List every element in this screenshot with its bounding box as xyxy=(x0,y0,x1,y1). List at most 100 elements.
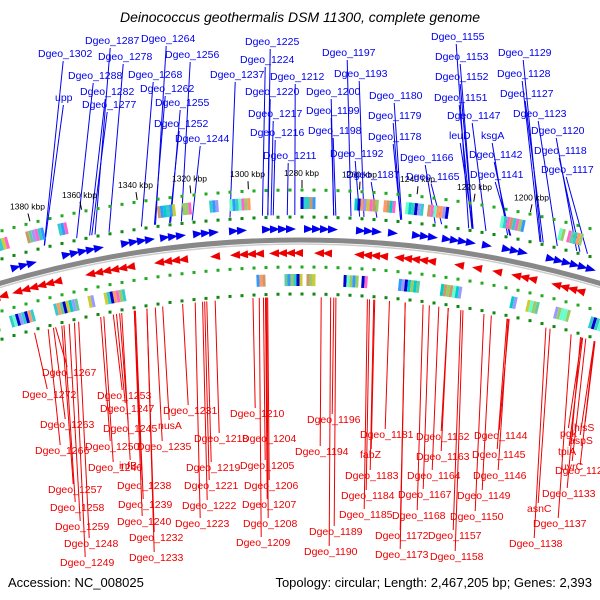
forward-gene-label: Dgeo_1244 xyxy=(175,133,229,145)
guide-ring-dot xyxy=(168,273,172,277)
forward-gene-label: Dgeo_1152 xyxy=(435,71,489,83)
reverse-gene-label: Dgeo_1253 xyxy=(97,390,151,402)
reverse-gene-arrow xyxy=(154,257,165,266)
forward-gene-arrow xyxy=(569,259,580,268)
guide-ring-dot xyxy=(312,292,316,296)
cog-category-box xyxy=(3,236,11,250)
guide-ring-dot xyxy=(480,281,484,285)
forward-gene-leader-line xyxy=(261,66,266,216)
reverse-gene-leader-line xyxy=(63,325,76,503)
reverse-gene-label: Dgeo_1173 xyxy=(375,549,429,561)
guide-ring-dot xyxy=(324,292,328,296)
forward-gene-leader-line xyxy=(267,98,271,216)
cog-category-box xyxy=(296,273,300,287)
guide-ring-dot xyxy=(372,268,376,272)
cog-category-box xyxy=(235,198,239,211)
map-title: Deinococcus geothermalis DSM 11300, comp… xyxy=(119,9,481,25)
reverse-gene-leader-line xyxy=(537,328,551,504)
guide-ring-dot xyxy=(432,301,436,305)
cog-category-box xyxy=(391,200,397,214)
cog-category-box xyxy=(63,222,69,235)
guide-ring-dot xyxy=(72,211,76,215)
guide-ring-dot xyxy=(216,191,220,195)
forward-gene-leader-line xyxy=(153,95,166,225)
reverse-gene-label: Dgeo_1196 xyxy=(307,414,361,426)
forward-gene-arrow xyxy=(93,245,104,253)
reverse-gene-leader-line xyxy=(384,300,390,430)
reverse-gene-label: Dgeo_1267 xyxy=(42,367,96,379)
guide-ring-dot xyxy=(396,192,400,196)
guide-ring-dot xyxy=(276,188,280,192)
cog-category-box xyxy=(435,205,441,218)
cog-category-box xyxy=(560,228,566,242)
reverse-gene-leader-line xyxy=(370,299,376,450)
forward-gene-arrow xyxy=(577,261,588,270)
cog-category-box xyxy=(53,303,59,316)
guide-ring-dot xyxy=(84,287,88,291)
cog-category-box xyxy=(564,309,572,323)
guide-ring-dot xyxy=(336,216,340,220)
reverse-gene-label: Dgeo_1240 xyxy=(117,516,171,528)
guide-ring-dot xyxy=(468,228,472,232)
forward-gene-label: Dgeo_1287 xyxy=(85,35,139,47)
forward-gene-arrow xyxy=(228,227,239,236)
reverse-gene-label: Dgeo_1205 xyxy=(240,460,294,472)
guide-ring-dot xyxy=(300,292,304,296)
forward-gene-arrow xyxy=(167,233,178,242)
reverse-gene-label: fabZ xyxy=(360,449,382,461)
reverse-gene-label: Dgeo_1250 xyxy=(85,441,139,453)
reverse-gene-arrow xyxy=(519,274,530,283)
forward-gene-leader-line xyxy=(471,122,487,232)
forward-gene-label: Dgeo_1180 xyxy=(369,90,423,102)
forward-gene-leader-line xyxy=(94,47,111,235)
forward-gene-label: Dgeo_1155 xyxy=(431,31,485,43)
guide-ring-dot xyxy=(192,270,196,274)
forward-gene-leader-line xyxy=(392,143,402,220)
reverse-gene-arrow xyxy=(210,252,221,261)
cog-category-box xyxy=(256,274,260,287)
kbp-tick-label: 1280 kbp xyxy=(284,168,319,178)
reverse-gene-label: Dgeo_1146 xyxy=(473,470,527,482)
forward-gene-arrow xyxy=(61,251,72,260)
reverse-gene-label: hisS xyxy=(574,422,594,434)
reverse-gene-label: Dgeo_1138 xyxy=(509,538,563,550)
guide-ring-dot xyxy=(252,293,256,297)
cog-category-box xyxy=(412,280,418,293)
cog-category-box xyxy=(87,295,93,309)
reverse-gene-label: Dgeo_1257 xyxy=(48,484,102,496)
cog-category-box xyxy=(37,228,43,241)
guide-ring-dot xyxy=(456,199,460,203)
guide-ring-dot xyxy=(588,335,592,339)
cog-category-box xyxy=(575,232,581,245)
guide-ring-dot xyxy=(564,300,568,304)
reverse-gene-leader-line xyxy=(431,306,440,471)
forward-gene-leader-line xyxy=(272,139,276,216)
forward-gene-arrow xyxy=(449,235,460,244)
reverse-gene-label: Dgeo_1157 xyxy=(428,530,482,542)
forward-gene-leader-line xyxy=(524,100,544,243)
cog-category-box xyxy=(509,296,515,309)
guide-ring-dot xyxy=(96,312,100,316)
cog-category-box xyxy=(306,274,310,287)
forward-gene-arrow xyxy=(26,260,37,269)
reverse-gene-arrow xyxy=(314,249,325,258)
guide-ring-dot xyxy=(108,310,112,314)
reverse-gene-label: Dgeo_1204 xyxy=(242,433,296,445)
forward-gene-leader-line xyxy=(358,80,365,217)
cog-category-box xyxy=(23,311,31,324)
forward-gene-arrow xyxy=(481,240,492,249)
guide-ring-dot xyxy=(132,200,136,204)
reverse-gene-label: Dgeo_1190 xyxy=(304,546,358,558)
cog-category-box xyxy=(415,280,421,293)
reverse-gene-label: Dgeo_1133 xyxy=(542,488,596,500)
guide-ring-dot xyxy=(516,210,520,214)
guide-ring-dot xyxy=(336,189,340,193)
reverse-gene-leader-line xyxy=(369,299,375,471)
reverse-gene-leader-line xyxy=(399,302,406,550)
reverse-gene-label: Dgeo_1219 xyxy=(186,462,240,474)
guide-ring-dot xyxy=(468,306,472,310)
cog-category-box xyxy=(363,198,367,212)
cog-category-box xyxy=(454,285,460,299)
reverse-gene-arrow xyxy=(277,249,288,258)
